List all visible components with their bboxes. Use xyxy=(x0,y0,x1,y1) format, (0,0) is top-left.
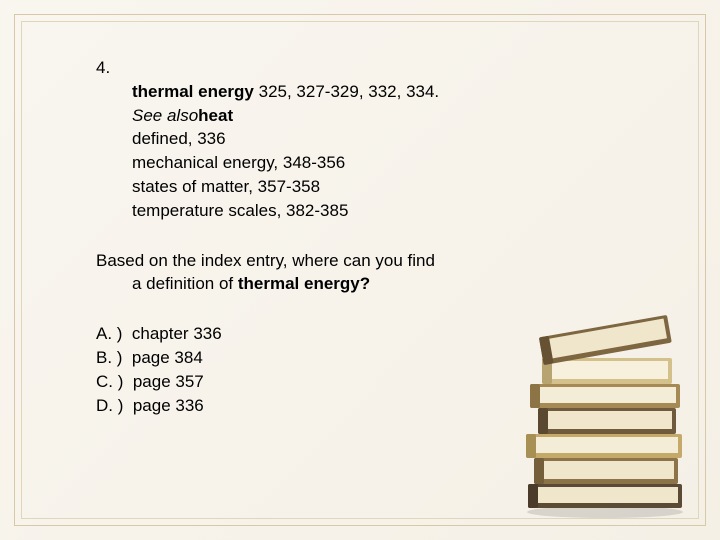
book-5 xyxy=(530,384,680,408)
index-sub-mechanical: mechanical energy, 348-356 xyxy=(132,151,536,175)
index-term: thermal energy xyxy=(132,82,254,101)
index-sub-defined: defined, 336 xyxy=(132,127,536,151)
question-line2: a definition of thermal energy? xyxy=(132,272,536,296)
book-7 xyxy=(539,315,672,365)
book-4 xyxy=(538,408,676,434)
see-also-term: heat xyxy=(198,106,233,125)
content-area: 4. thermal energy 325, 327-329, 332, 334… xyxy=(96,56,536,417)
see-also-line: See alsoheat xyxy=(132,104,536,128)
book-3 xyxy=(526,434,682,458)
book-1 xyxy=(528,484,682,508)
see-also-label: See also xyxy=(132,106,198,125)
question-text: Based on the index entry, where can you … xyxy=(96,249,536,297)
index-entry: thermal energy 325, 327-329, 332, 334. S… xyxy=(132,80,536,223)
question-number: 4. xyxy=(96,56,536,80)
answer-choices: A. ) chapter 336 B. ) page 384 C. ) page… xyxy=(96,322,536,417)
answer-a: A. ) chapter 336 xyxy=(96,322,536,346)
answer-d: D. ) page 336 xyxy=(96,394,536,418)
answer-b: B. ) page 384 xyxy=(96,346,536,370)
index-sub-temperature: temperature scales, 382-385 xyxy=(132,199,536,223)
index-sub-states: states of matter, 357-358 xyxy=(132,175,536,199)
index-pages: 325, 327-329, 332, 334. xyxy=(254,82,439,101)
book-2 xyxy=(534,458,678,484)
index-term-line: thermal energy 325, 327-329, 332, 334. xyxy=(132,80,536,104)
books-illustration xyxy=(520,288,690,518)
answer-c: C. ) page 357 xyxy=(96,370,536,394)
question-line1: Based on the index entry, where can you … xyxy=(96,249,536,273)
